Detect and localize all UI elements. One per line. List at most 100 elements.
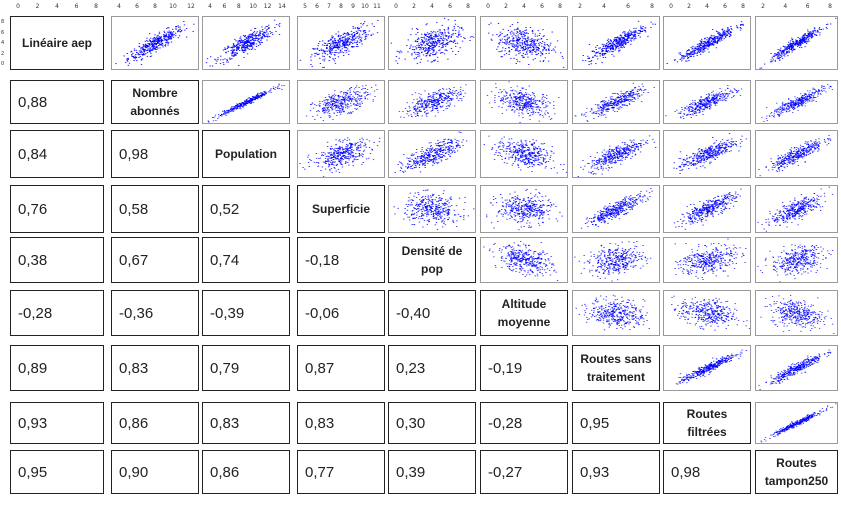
scatter-point [360, 95, 363, 96]
scatter-point [515, 47, 517, 49]
scatter-point [170, 36, 172, 38]
scatter-point [519, 44, 522, 46]
scatter-point [327, 107, 329, 109]
scatter-point [783, 49, 785, 51]
scatter-point [166, 27, 168, 29]
tick-label: 2 [504, 3, 508, 10]
scatter-point [418, 55, 421, 57]
scatter-point [165, 33, 168, 35]
scatter-point [151, 44, 154, 46]
scatter-point [529, 98, 531, 100]
scatter-point [234, 52, 237, 54]
scatter-point [742, 23, 744, 25]
scatter-point [158, 42, 160, 44]
scatter-point [443, 40, 445, 42]
scatter-point [436, 42, 439, 44]
scatter-point [154, 49, 157, 50]
scatter-point [710, 40, 713, 42]
scatter-point [430, 45, 432, 47]
scatter-point [421, 104, 424, 105]
scatter-point [149, 37, 152, 39]
scatter-point [781, 58, 784, 59]
scatter-point [505, 43, 507, 45]
scatter-point [233, 108, 235, 110]
tick-label: 0 [1, 61, 5, 67]
scatter-point [619, 106, 621, 107]
scatter-point [612, 102, 615, 104]
scatter-point [547, 105, 549, 107]
scatter-point [242, 51, 244, 53]
scatter-point [524, 103, 526, 105]
scatter-point [517, 27, 519, 29]
scatter-point [335, 33, 337, 35]
scatter-point [138, 45, 140, 47]
scatter-point [702, 49, 704, 51]
scatter-point [337, 96, 340, 98]
scatter-point [333, 41, 335, 43]
scatter-point [408, 110, 410, 112]
scatter-point [235, 107, 237, 109]
scatter-point [448, 91, 451, 93]
scatter-point [340, 111, 342, 113]
scatter-point [231, 109, 234, 110]
scatter-point [454, 91, 456, 93]
scatter-point [342, 106, 344, 108]
scatter-point [355, 46, 358, 47]
scatter-point [164, 39, 166, 41]
scatter-point [431, 32, 434, 34]
scatter-point [776, 53, 778, 55]
scatter-point [171, 35, 173, 37]
scatter-point [325, 103, 327, 105]
scatter-point [435, 44, 438, 46]
scatter-point [331, 109, 333, 111]
scatter-point [323, 100, 325, 102]
scatter-point [425, 24, 427, 26]
scatter-point [441, 33, 444, 35]
scatter-point [513, 93, 516, 95]
scatter-point [433, 100, 435, 102]
scatter-point [423, 108, 425, 110]
scatter-point [688, 57, 690, 58]
scatter-point [504, 50, 506, 52]
scatter-point [442, 34, 444, 36]
scatter-point [336, 115, 338, 116]
scatter-point [633, 31, 635, 33]
scatter-point [442, 44, 444, 46]
scatter-point [620, 101, 622, 103]
scatter-point [433, 104, 436, 106]
scatter-point [516, 40, 518, 42]
scatter-point [598, 108, 601, 110]
scatter-point [348, 50, 350, 52]
scatter-point [494, 97, 496, 99]
scatter-point [353, 39, 356, 41]
scatter-point [547, 48, 550, 50]
scatter-point [342, 107, 344, 109]
scatter-point [533, 92, 535, 94]
scatter-point [730, 28, 732, 29]
scatter-point [609, 49, 612, 51]
scatter-point [160, 38, 163, 40]
scatter-point [448, 41, 451, 43]
scatter-point [522, 106, 524, 108]
scatter-point [529, 46, 531, 48]
scatter-point [157, 39, 160, 41]
scatter-point [232, 47, 234, 48]
scatter-point [686, 53, 689, 55]
scatter-point [508, 81, 510, 83]
scatter-point [339, 103, 341, 105]
scatter-point [619, 34, 622, 36]
scatter-point [612, 44, 614, 46]
scatter-point [607, 47, 609, 49]
scatter-point [716, 42, 719, 43]
scatter-panel [388, 80, 476, 124]
scatter-point [336, 41, 338, 43]
scatter-point [336, 112, 339, 113]
scatter-point [175, 35, 177, 37]
scatter-point [601, 48, 603, 50]
scatter-point [805, 41, 807, 43]
scatter-point [526, 40, 528, 41]
scatter-point [410, 114, 412, 116]
scatter-point [445, 88, 448, 90]
scatter-point [420, 48, 423, 50]
scatter-point [532, 59, 535, 61]
